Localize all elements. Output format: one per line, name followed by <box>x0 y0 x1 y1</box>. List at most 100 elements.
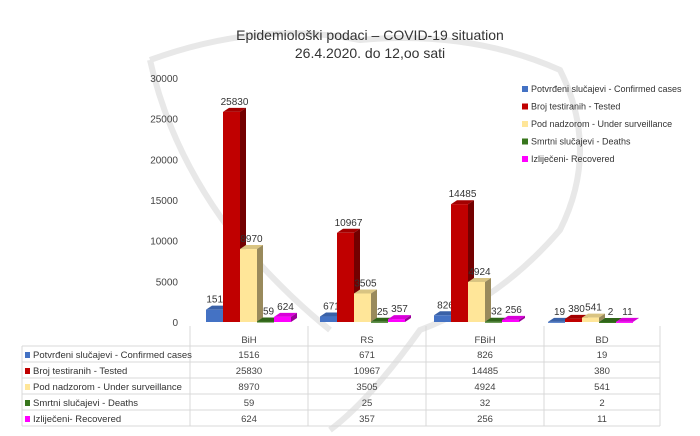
bar-BD-3 <box>599 321 616 323</box>
bar-top <box>274 312 297 317</box>
table-cell: 624 <box>241 414 257 425</box>
bar-top <box>582 313 605 318</box>
table-row-label: Smrtni slučajevi - Deaths <box>33 398 138 409</box>
legend-swatch <box>522 121 528 127</box>
table-cell: 19 <box>597 350 608 361</box>
table-row-label: Pod nadzorom - Under surveillance <box>33 382 182 393</box>
data-label: 25 <box>377 307 389 318</box>
data-label: 357 <box>391 304 408 315</box>
table-cell: 32 <box>480 398 491 409</box>
table-cell: 11 <box>597 414 607 425</box>
data-label: 624 <box>277 302 294 313</box>
bar-BiH-1 <box>223 111 240 322</box>
bar-RS-1 <box>337 232 354 322</box>
bar-side <box>519 315 525 322</box>
table-header-FBiH: FBiH <box>474 335 495 346</box>
bar-top <box>468 277 491 282</box>
bar-FBiH-4 <box>502 319 519 322</box>
table-cell: 3505 <box>356 382 377 393</box>
data-label: 541 <box>585 303 602 314</box>
table-legend-key <box>25 352 30 358</box>
data-label: 4924 <box>468 267 491 278</box>
table-row-label: Izliječeni- Recovered <box>33 414 121 425</box>
data-label: 32 <box>491 307 503 318</box>
table-cell: 256 <box>477 414 493 425</box>
y-tick-label: 25000 <box>150 115 178 126</box>
bar-top <box>337 228 360 233</box>
table-cell: 826 <box>477 350 493 361</box>
legend-label: Izliječeni- Recovered <box>531 154 615 164</box>
data-label: 1516 <box>206 295 229 306</box>
y-tick-label: 10000 <box>150 237 178 248</box>
y-tick-label: 15000 <box>150 196 178 207</box>
table-cell: 671 <box>359 350 375 361</box>
table-legend-key <box>25 416 30 422</box>
bar-BD-1 <box>565 318 582 322</box>
data-label: 2 <box>608 307 614 318</box>
table-cell: 25 <box>362 398 373 409</box>
data-label: 10967 <box>335 218 363 229</box>
bar-BD-2 <box>582 317 599 322</box>
bar-FBiH-3 <box>485 321 502 323</box>
bar-top <box>240 245 263 250</box>
bar-top <box>451 200 474 205</box>
data-label: 11 <box>622 307 633 318</box>
bar-side <box>405 315 411 322</box>
table-row-label: Broj testiranih - Tested <box>33 366 127 377</box>
bar-BD-0 <box>548 321 565 323</box>
data-label: 826 <box>437 300 454 311</box>
bar-side <box>291 312 297 322</box>
bar-BiH-4 <box>274 316 291 322</box>
data-label: 14485 <box>449 189 477 200</box>
table-cell: 357 <box>359 414 375 425</box>
data-label: 380 <box>568 304 585 315</box>
bar-side <box>485 277 491 322</box>
legend-swatch <box>522 86 528 92</box>
bar-BiH-0 <box>206 309 223 322</box>
legend-swatch <box>522 156 528 162</box>
data-label: 59 <box>263 307 275 318</box>
bar-RS-3 <box>371 321 388 323</box>
legend-label: Potvrđeni slučajevi - Confirmed cases <box>531 84 682 94</box>
bar-RS-4 <box>388 319 405 322</box>
bar-RS-2 <box>354 293 371 322</box>
legend-label: Broj testiranih - Tested <box>531 102 620 112</box>
table-header-RS: RS <box>360 335 373 346</box>
y-tick-label: 0 <box>172 318 178 329</box>
bar-BD-4 <box>616 321 633 323</box>
legend-label: Pod nadzorom - Under surveillance <box>531 119 672 129</box>
table-header-BiH: BiH <box>241 335 256 346</box>
table-cell: 14485 <box>472 366 498 377</box>
legend-swatch <box>522 138 528 145</box>
table-header-BD: BD <box>595 335 608 346</box>
table-cell: 25830 <box>236 366 262 377</box>
bar-top <box>354 289 377 294</box>
bar-side <box>371 289 377 322</box>
data-label: 19 <box>554 307 566 318</box>
table-cell: 59 <box>244 398 255 409</box>
y-tick-label: 5000 <box>156 277 179 288</box>
table-cell: 541 <box>594 382 610 393</box>
bar-top <box>502 315 525 320</box>
table-legend-key <box>25 368 30 374</box>
data-label: 25830 <box>221 97 249 108</box>
bar-side <box>599 313 605 322</box>
chart-subtitle: 26.4.2020. do 12,oo sati <box>295 45 445 61</box>
table-legend-key <box>25 400 30 406</box>
table-cell: 4924 <box>474 382 495 393</box>
bar-FBiH-2 <box>468 281 485 322</box>
bar-top <box>223 107 246 112</box>
data-label: 256 <box>505 305 522 316</box>
legend-swatch <box>522 103 528 110</box>
bar-RS-0 <box>320 316 337 322</box>
bar-side <box>257 245 263 322</box>
bar-FBiH-1 <box>451 204 468 322</box>
bar-top <box>616 317 639 322</box>
data-label: 8970 <box>240 234 263 245</box>
bar-FBiH-0 <box>434 315 451 322</box>
table-cell: 8970 <box>238 382 259 393</box>
table-row-label: Potvrđeni slučajevi - Confirmed cases <box>33 350 192 361</box>
table-cell: 380 <box>594 366 610 377</box>
bar-top <box>388 315 411 320</box>
